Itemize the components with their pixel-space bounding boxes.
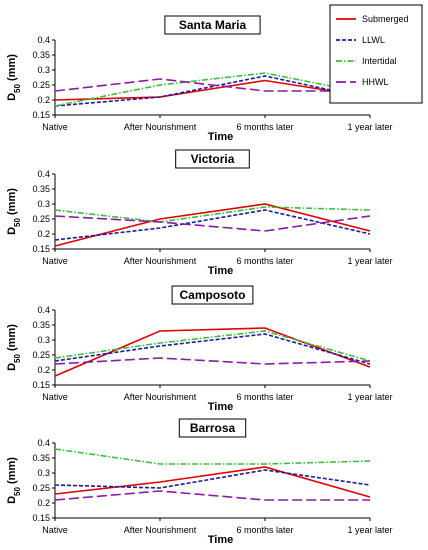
y-axis-title-base: D [6,93,18,101]
series-line-intertidal [54,72,371,107]
y-tick-label: 0.3 [37,199,50,209]
y-tick-label: 0.15 [32,244,50,254]
series-line-intertidal [54,330,371,362]
x-tick-label: After Nourishment [124,392,197,402]
y-tick-label: 0.2 [37,365,50,375]
y-tick-label: 0.25 [32,80,50,90]
panel-1: Victoria 0.15 0.2 0.25 0.3 0.35 0.4 Native After… [6,149,393,277]
panel-title: Santa Maria [179,18,247,32]
y-axis-title: D50 (mm) [6,324,22,371]
y-axis-title: D50 (mm) [6,457,22,504]
y-tick-label: 0.3 [37,65,50,75]
y-tick-label: 0.35 [32,453,50,463]
y-axis-title-sub: 50 [13,218,22,227]
y-axis-title-rest: (mm) [6,457,18,487]
x-tick-label: 6 months later [236,122,293,132]
series-line-intertidal [54,206,371,223]
panel-title-box [178,418,247,438]
x-tick-label: Native [42,256,68,266]
series-line-submerged [54,466,371,498]
x-axis-title: Time [208,401,233,413]
y-axis-title-sub: 50 [13,487,22,496]
x-axis-title: Time [208,131,233,143]
y-tick-label: 0.15 [32,513,50,523]
panel-title-box [171,285,254,305]
x-tick-label: 1 year later [347,256,392,266]
x-tick-label: 6 months later [236,256,293,266]
panel-title: Camposoto [180,288,246,302]
y-tick-label: 0.2 [37,95,50,105]
x-tick-label: Native [42,122,68,132]
series-line-hhwl [54,215,371,232]
y-axis-title-rest: (mm) [6,54,18,84]
y-tick-label: 0.2 [37,498,50,508]
y-tick-label: 0.15 [32,380,50,390]
legend-label-submerged: Submerged [362,14,409,24]
series-line-submerged [54,327,371,377]
y-axis-title-rest: (mm) [6,188,18,218]
panel-title: Victoria [191,152,235,166]
x-tick-label: After Nourishment [124,122,197,132]
series-line-intertidal [54,448,371,465]
y-axis-title-base: D [6,227,18,235]
y-tick-label: 0.35 [32,184,50,194]
x-axis-title: Time [208,265,233,277]
y-tick-label: 0.3 [37,335,50,345]
x-tick-label: 1 year later [347,392,392,402]
y-tick-label: 0.4 [37,438,50,448]
series-line-hhwl [54,490,370,501]
legend-label-hhwl: HHWL [362,77,389,87]
y-axis-title-sub: 50 [13,84,22,93]
y-axis-title-rest: (mm) [6,324,18,354]
x-tick-label: After Nourishment [124,525,197,535]
series-line-submerged [54,203,371,247]
series-line-llwl [54,75,371,107]
y-tick-label: 0.25 [32,214,50,224]
series-line-hhwl [54,78,370,92]
panel-3: Barrosa 0.15 0.2 0.25 0.3 0.35 0.4 Native After … [6,418,393,546]
y-axis-title-sub: 50 [13,354,22,363]
y-tick-label: 0.25 [32,483,50,493]
x-tick-label: After Nourishment [124,256,197,266]
y-axis-title-base: D [6,496,18,504]
y-axis-title: D50 (mm) [6,188,22,235]
legend-box [329,4,423,104]
y-tick-label: 0.15 [32,110,50,120]
x-tick-label: 6 months later [236,392,293,402]
panel-title: Barrosa [190,421,236,435]
panel-0: Santa Maria 0.15 0.2 0.25 0.3 0.35 0.4 Native Af… [6,15,393,143]
panel-2: Camposoto 0.15 0.2 0.25 0.3 0.35 0.4 Native Afte… [6,285,393,413]
y-tick-label: 0.35 [32,50,50,60]
y-tick-label: 0.4 [37,169,50,179]
y-axis-title: D50 (mm) [6,54,22,101]
x-tick-label: 6 months later [236,525,293,535]
y-tick-label: 0.2 [37,229,50,239]
x-axis-title: Time [208,534,233,546]
legend: Submerged LLWL Intertidal HHWL [329,4,423,104]
y-axis-title-base: D [6,363,18,371]
legend-label-llwl: LLWL [362,35,385,45]
x-tick-label: Native [42,392,68,402]
panel-title-box [175,149,250,169]
series-line-llwl [54,469,371,489]
y-tick-label: 0.4 [37,305,50,315]
x-tick-label: 1 year later [347,122,392,132]
y-tick-label: 0.4 [37,35,50,45]
y-tick-label: 0.25 [32,350,50,360]
y-tick-label: 0.3 [37,468,50,478]
y-tick-label: 0.35 [32,320,50,330]
series-line-hhwl [54,357,371,365]
x-tick-label: Native [42,525,68,535]
series-line-submerged [54,79,371,101]
series-line-llwl [54,209,371,241]
x-tick-label: 1 year later [347,525,392,535]
legend-label-intertidal: Intertidal [362,56,397,66]
series-line-llwl [54,333,371,365]
panel-title-box [164,15,261,35]
